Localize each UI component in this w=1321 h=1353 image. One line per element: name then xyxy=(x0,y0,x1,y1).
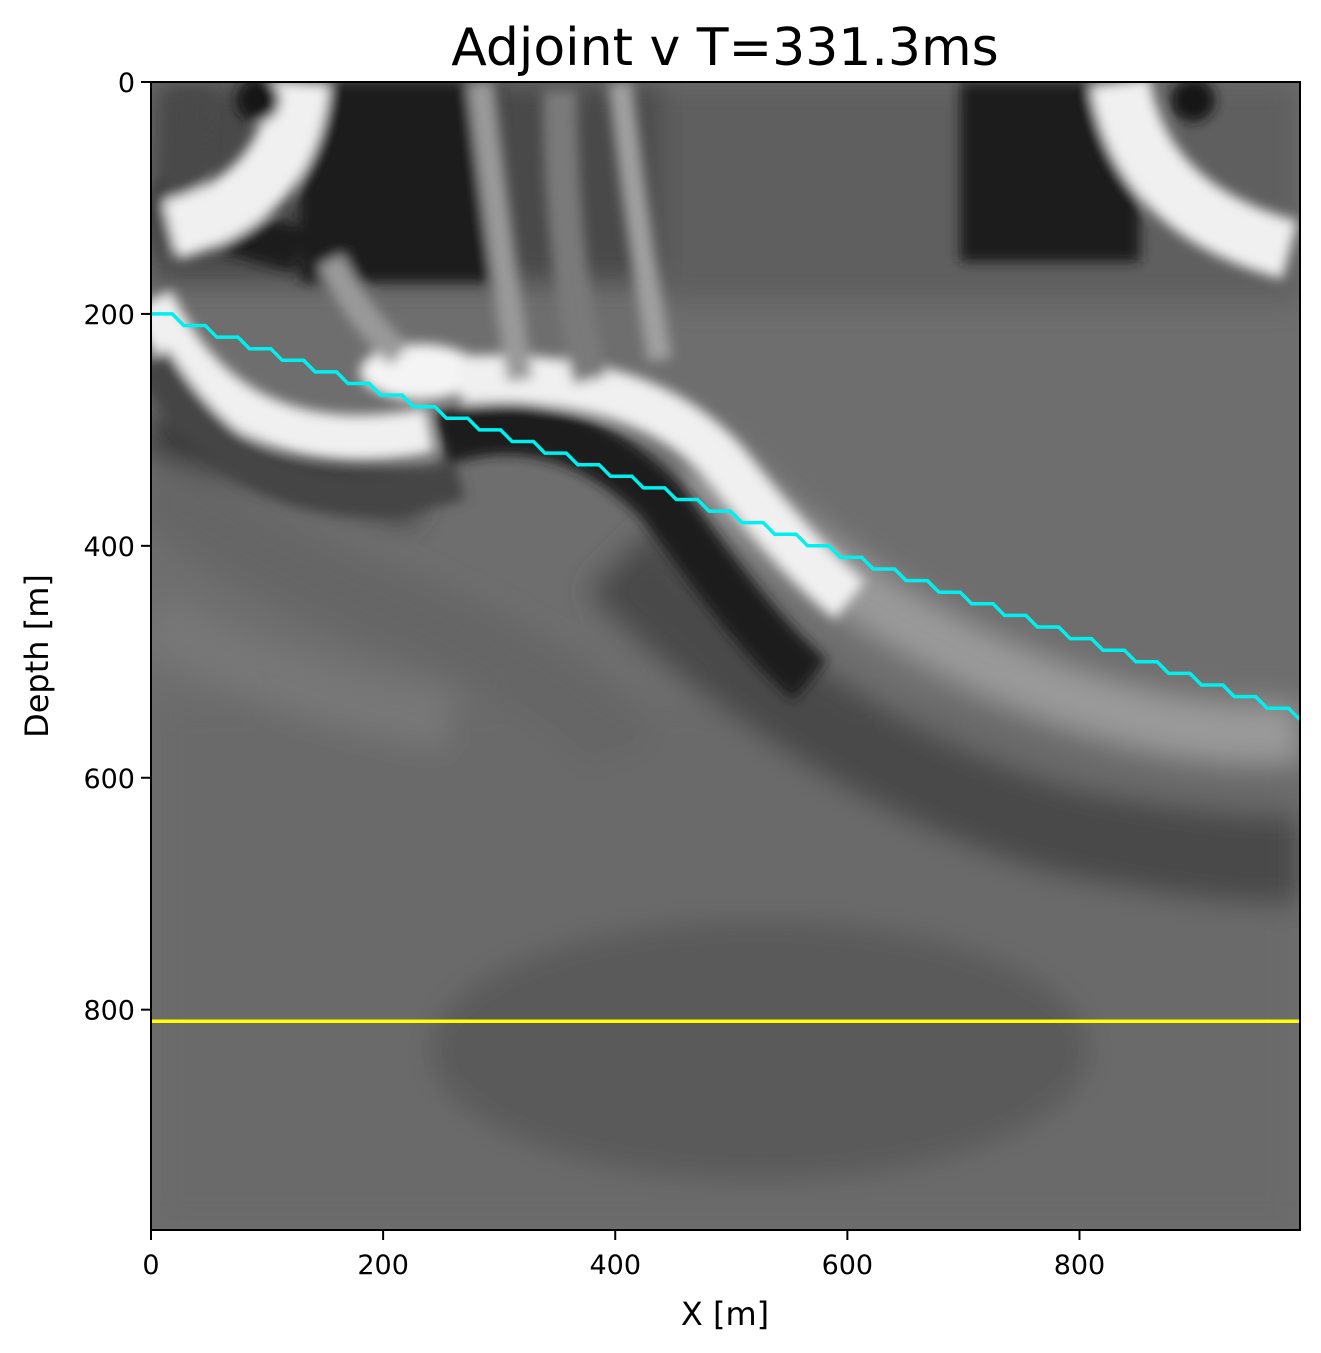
y-tick-label: 200 xyxy=(83,300,135,331)
wavefield-image xyxy=(151,82,1300,1230)
x-tick-label: 600 xyxy=(822,1250,874,1281)
chart-title: Adjoint v T=331.3ms xyxy=(451,18,999,78)
x-axis-ticks: 0 200 400 600 800 xyxy=(142,1230,1105,1281)
x-tick-label: 0 xyxy=(142,1250,159,1281)
y-tick-label: 0 xyxy=(118,68,135,99)
x-axis-label: X [m] xyxy=(681,1295,769,1333)
x-tick-label: 200 xyxy=(357,1250,409,1281)
x-tick-label: 400 xyxy=(589,1250,641,1281)
y-tick-label: 800 xyxy=(83,996,135,1027)
y-axis-ticks: 0 200 400 600 800 xyxy=(83,68,151,1027)
y-tick-label: 600 xyxy=(83,764,135,795)
x-tick-label: 800 xyxy=(1054,1250,1106,1281)
plot-frame xyxy=(150,81,1301,1231)
y-axis-label: Depth [m] xyxy=(18,574,56,738)
heatmap-plot-area xyxy=(151,82,1300,1230)
interface-line xyxy=(151,312,1300,722)
y-tick-label: 400 xyxy=(83,532,135,563)
